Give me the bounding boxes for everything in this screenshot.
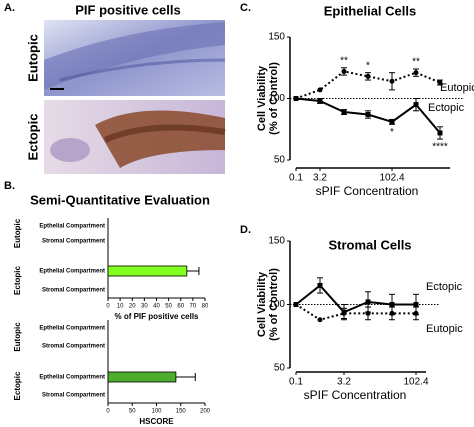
marker bbox=[317, 282, 323, 288]
legend-label: Eutopic bbox=[440, 82, 474, 94]
x-axis-label: HSCORE bbox=[139, 417, 174, 426]
x-tick-label: 0.1 bbox=[289, 173, 303, 184]
marker bbox=[317, 87, 323, 93]
x-tick-label: 0.1 bbox=[289, 377, 303, 388]
marker bbox=[437, 80, 443, 86]
bar bbox=[107, 371, 177, 383]
significance: * bbox=[390, 127, 394, 138]
marker bbox=[389, 302, 395, 307]
x-tick-label: 0 bbox=[106, 409, 110, 415]
panel-label: D. bbox=[240, 224, 251, 236]
x-tick-label: 70 bbox=[190, 304, 197, 310]
bar bbox=[107, 265, 188, 277]
micrograph-ectopic bbox=[44, 100, 226, 174]
series-line bbox=[295, 303, 416, 321]
legend-label: Eutopic bbox=[426, 323, 463, 335]
panel-title: PIF positive cells bbox=[75, 2, 181, 17]
x-tick-label: 100 bbox=[151, 409, 162, 415]
panel-title: Semi-Quantitative Evaluation bbox=[30, 192, 210, 207]
y-axis-label: (% of Control) bbox=[268, 62, 280, 135]
x-tick-label: 80 bbox=[202, 304, 209, 310]
category-label: Epthelial Compartment bbox=[39, 224, 105, 230]
x-tick-label: 200 bbox=[200, 409, 211, 415]
marker bbox=[341, 68, 347, 74]
marker bbox=[341, 109, 347, 115]
marker bbox=[413, 70, 419, 76]
category-label: Epthelial Compartment bbox=[39, 269, 105, 275]
marker bbox=[365, 111, 371, 117]
x-tick-label: 0 bbox=[106, 304, 110, 310]
legend-label: Ectopic bbox=[428, 102, 465, 114]
x-tick-label: 60 bbox=[177, 304, 184, 310]
category-label: Epthelial Compartment bbox=[39, 375, 105, 381]
x-tick-label: 30 bbox=[141, 304, 148, 310]
category-label: Stromal Compartment bbox=[42, 344, 105, 350]
x-tick-label: 150 bbox=[176, 409, 187, 415]
x-tick-label: 10 bbox=[117, 304, 124, 310]
x-tick-label: 50 bbox=[165, 304, 172, 310]
x-axis-label: % of PIF positive cells bbox=[114, 312, 199, 321]
marker bbox=[365, 310, 371, 316]
y-tick-label: 50 bbox=[274, 363, 286, 374]
x-tick-label: 40 bbox=[153, 304, 160, 310]
category-label: Stromal Compartment bbox=[42, 393, 105, 399]
y-tick-label: 150 bbox=[268, 32, 285, 43]
marker bbox=[293, 96, 299, 101]
y-axis-label: Cell Viability bbox=[256, 65, 268, 131]
significance: ** bbox=[340, 55, 348, 66]
marker bbox=[413, 102, 419, 108]
category-label: Epthelial Compartment bbox=[39, 326, 105, 332]
row-label: Ectopic bbox=[25, 114, 40, 161]
marker bbox=[413, 302, 419, 307]
x-tick-label: 102.4 bbox=[379, 173, 404, 184]
x-tick-label: 3.2 bbox=[337, 377, 351, 388]
legend-label: Ectopic bbox=[426, 281, 463, 293]
y-axis-label: (% of Control) bbox=[268, 268, 280, 341]
panel-label: A. bbox=[4, 2, 15, 14]
x-tick-label: 20 bbox=[129, 304, 136, 310]
marker bbox=[389, 119, 395, 125]
marker bbox=[365, 299, 371, 305]
x-tick-label: 50 bbox=[129, 409, 136, 415]
group-label: Eutopic bbox=[13, 322, 22, 352]
chart-title: Stromal Cells bbox=[328, 237, 411, 252]
group-label: Ectopic bbox=[13, 371, 22, 400]
category-label: Stromal Compartment bbox=[42, 239, 105, 245]
marker bbox=[365, 73, 371, 79]
significance: ** bbox=[412, 57, 420, 68]
x-tick-label: 102.4 bbox=[403, 377, 428, 388]
marker bbox=[317, 317, 323, 323]
group-label: Eutopic bbox=[13, 218, 22, 248]
category-label: Stromal Compartment bbox=[42, 288, 105, 294]
y-axis-label: Cell Viability bbox=[256, 271, 268, 337]
x-axis-label: sPIF Concentration bbox=[304, 388, 407, 402]
y-tick-label: 100 bbox=[268, 299, 285, 310]
x-axis-label: sPIF Concentration bbox=[316, 184, 419, 198]
marker bbox=[413, 310, 419, 316]
series-line bbox=[295, 284, 416, 314]
significance: * bbox=[366, 60, 370, 71]
panel-label: C. bbox=[240, 2, 251, 14]
marker bbox=[317, 98, 323, 104]
group-label: Ectopic bbox=[13, 266, 22, 295]
panel-label: B. bbox=[4, 180, 15, 192]
marker bbox=[437, 130, 443, 136]
chart-title: Epithelial Cells bbox=[324, 3, 416, 18]
marker bbox=[389, 78, 395, 84]
x-tick-label: 3.2 bbox=[313, 173, 327, 184]
y-tick-label: 100 bbox=[268, 93, 285, 104]
y-tick-label: 150 bbox=[268, 236, 285, 247]
marker bbox=[389, 310, 395, 316]
marker bbox=[293, 302, 299, 307]
marker bbox=[341, 310, 347, 316]
micrograph-eutopic bbox=[44, 20, 226, 96]
row-label: Eutopic bbox=[25, 34, 40, 82]
y-tick-label: 50 bbox=[274, 155, 286, 166]
significance: **** bbox=[432, 142, 448, 153]
